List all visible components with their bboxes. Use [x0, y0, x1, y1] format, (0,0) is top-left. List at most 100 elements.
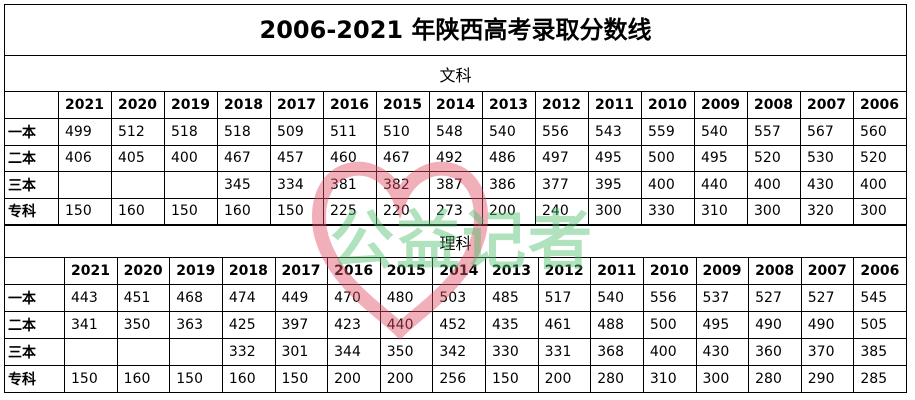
- score-cell: 537: [695, 284, 750, 312]
- score-cell: 567: [800, 118, 854, 146]
- score-cell: 160: [111, 197, 165, 225]
- score-cell: 200: [482, 197, 536, 225]
- row-label: 一本: [4, 284, 65, 312]
- year-cell: 2020: [111, 91, 165, 119]
- score-cell: 545: [853, 284, 907, 312]
- score-cell: 511: [323, 118, 377, 146]
- year-row: 2021 2020 2019 2018 2017 2016 2015 2014 2013 2012…: [4, 257, 907, 285]
- score-cell: 395: [588, 171, 642, 199]
- year-cell: 2012: [535, 91, 589, 119]
- score-cell: 150: [169, 365, 223, 393]
- score-cell: 344: [327, 338, 381, 366]
- score-cell: 280: [748, 365, 802, 393]
- score-cell: 350: [379, 338, 434, 366]
- score-cell: 334: [270, 171, 324, 199]
- score-cell: 543: [588, 118, 642, 146]
- score-cell: 460: [323, 144, 377, 172]
- year-cell: 2015: [379, 257, 434, 285]
- score-cell: 310: [642, 365, 697, 393]
- score-cell: 499: [58, 118, 112, 146]
- year-cell: 2007: [800, 257, 855, 285]
- score-cell: 518: [164, 118, 218, 146]
- score-row: 二本 341 350 363 425 397 423 440 452 435 461 488 500 49…: [4, 311, 907, 339]
- year-cell: 2013: [485, 257, 539, 285]
- year-cell: 2009: [695, 257, 750, 285]
- corner-cell: [4, 257, 65, 285]
- score-cell: 280: [590, 365, 644, 393]
- score-cell: 381: [323, 171, 377, 199]
- empty-cell: [64, 338, 118, 366]
- score-cell: 406: [58, 144, 112, 172]
- score-cell: 320: [800, 197, 854, 225]
- score-cell: 225: [323, 197, 377, 225]
- year-cell: 2014: [432, 257, 486, 285]
- score-cell: 430: [695, 338, 750, 366]
- empty-cell: [58, 171, 112, 199]
- score-cell: 400: [642, 338, 697, 366]
- score-cell: 400: [853, 171, 907, 199]
- section-title: 文科: [4, 55, 907, 92]
- score-cell: 492: [429, 144, 483, 172]
- score-cell: 518: [217, 118, 271, 146]
- score-cell: 435: [485, 311, 539, 339]
- score-cell: 200: [537, 365, 592, 393]
- score-cell: 495: [695, 311, 750, 339]
- score-cell: 330: [641, 197, 695, 225]
- score-table: 文科 2021 2020 2019 2018 2017 2016 2015 2014 2013 20…: [4, 55, 907, 225]
- score-cell: 440: [694, 171, 748, 199]
- score-cell: 520: [747, 144, 801, 172]
- score-cell: 452: [432, 311, 486, 339]
- section-row: 文科: [4, 55, 907, 92]
- year-cell: 2011: [590, 257, 644, 285]
- score-row: 一本 443 451 468 474 449 470 480 503 485 517 540 556 53…: [4, 284, 907, 312]
- year-cell: 2019: [169, 257, 223, 285]
- row-label: 一本: [4, 118, 59, 146]
- score-cell: 467: [376, 144, 430, 172]
- score-cell: 150: [58, 197, 112, 225]
- score-cell: 500: [642, 311, 697, 339]
- score-cell: 468: [169, 284, 223, 312]
- score-cell: 363: [169, 311, 223, 339]
- score-cell: 527: [800, 284, 855, 312]
- score-cell: 150: [164, 197, 218, 225]
- score-cell: 341: [64, 311, 118, 339]
- score-cell: 300: [853, 197, 907, 225]
- section-row: 理科: [4, 225, 907, 258]
- score-cell: 377: [535, 171, 589, 199]
- year-cell: 2018: [221, 257, 276, 285]
- score-cell: 160: [217, 197, 271, 225]
- score-cell: 540: [694, 118, 748, 146]
- score-cell: 457: [270, 144, 324, 172]
- score-cell: 497: [535, 144, 589, 172]
- score-cell: 474: [221, 284, 276, 312]
- score-cell: 470: [327, 284, 381, 312]
- year-cell: 2009: [694, 91, 748, 119]
- score-cell: 490: [800, 311, 855, 339]
- score-cell: 556: [642, 284, 697, 312]
- score-cell: 480: [379, 284, 434, 312]
- empty-cell: [111, 171, 165, 199]
- score-cell: 290: [800, 365, 855, 393]
- score-cell: 449: [274, 284, 329, 312]
- score-cell: 273: [429, 197, 483, 225]
- year-row: 2021 2020 2019 2018 2017 2016 2015 2014 2013 2012…: [4, 91, 907, 119]
- score-cell: 368: [590, 338, 644, 366]
- row-label: 二本: [4, 311, 65, 339]
- score-cell: 443: [64, 284, 118, 312]
- score-row: 专科 150 160 150 160 150 225 220 273 200 240 300 330 31…: [4, 197, 907, 225]
- year-cell: 2010: [642, 257, 697, 285]
- year-cell: 2017: [274, 257, 329, 285]
- score-row: 三本 345 334 381 382 387 386 377 395 400 440 400 430 40…: [4, 171, 907, 199]
- score-cell: 425: [221, 311, 276, 339]
- score-cell: 350: [116, 311, 171, 339]
- score-cell: 370: [800, 338, 855, 366]
- score-cell: 495: [694, 144, 748, 172]
- year-cell: 2007: [800, 91, 854, 119]
- score-cell: 331: [537, 338, 592, 366]
- score-cell: 397: [274, 311, 329, 339]
- score-cell: 160: [116, 365, 171, 393]
- score-cell: 160: [221, 365, 276, 393]
- empty-cell: [164, 171, 218, 199]
- score-cell: 386: [482, 171, 536, 199]
- score-cell: 451: [116, 284, 171, 312]
